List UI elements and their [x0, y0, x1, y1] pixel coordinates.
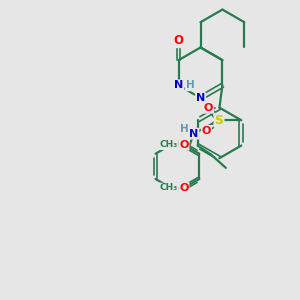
Text: N: N [196, 93, 205, 103]
Text: N: N [174, 80, 183, 90]
Text: O: O [174, 34, 184, 47]
Text: N: N [189, 129, 198, 139]
Text: CH₃: CH₃ [159, 183, 178, 192]
Text: O: O [179, 183, 188, 193]
Text: S: S [214, 114, 224, 127]
Text: CH₃: CH₃ [159, 140, 178, 149]
Text: H: H [181, 124, 189, 134]
Text: O: O [179, 140, 188, 150]
Text: H: H [186, 80, 194, 90]
Text: O: O [202, 126, 211, 136]
Text: O: O [204, 103, 213, 113]
